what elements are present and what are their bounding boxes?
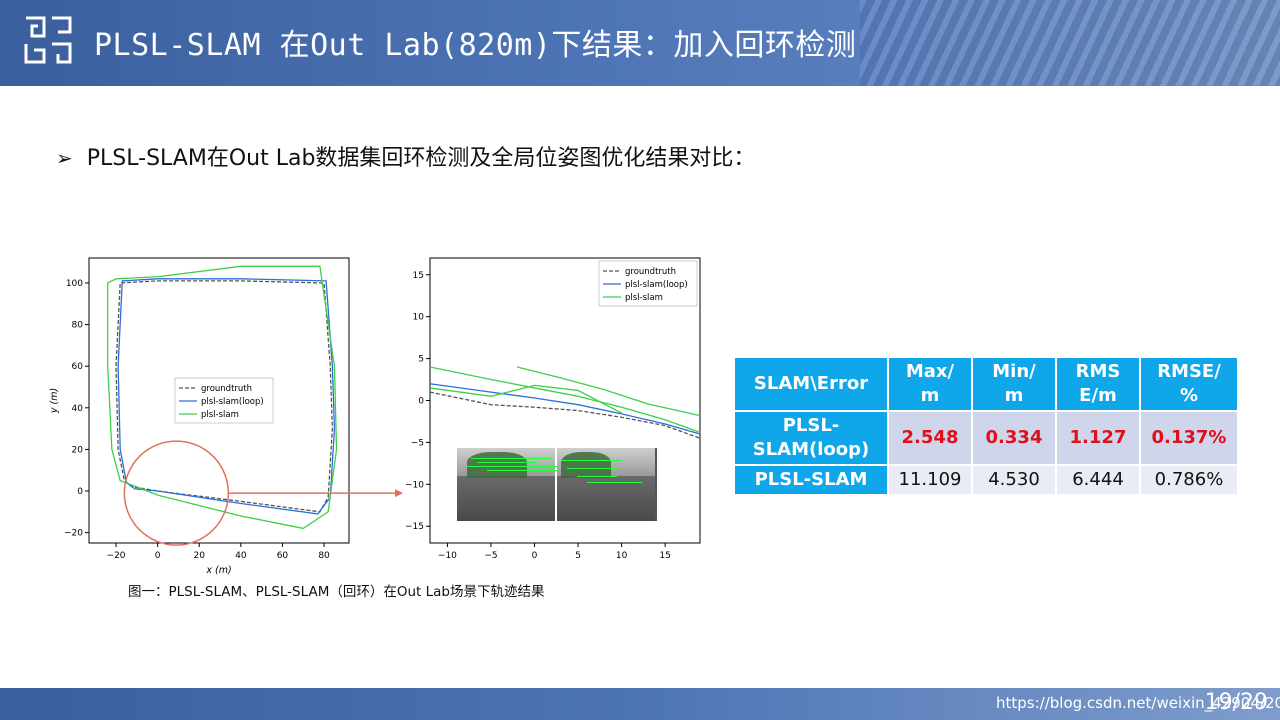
x-tick-label: 20 (194, 551, 206, 561)
watermark-url: https://blog.csdn.net/weixin_42904/20 (996, 694, 1280, 712)
x-tick-label: 60 (277, 551, 289, 561)
x-tick-label: 15 (659, 551, 670, 561)
y-tick-label: 0 (77, 487, 83, 497)
series-line-plsl-slam (516, 366, 701, 417)
y-tick-label: 0 (418, 397, 424, 407)
table-cell: 0.334 (971, 410, 1057, 466)
table-row: PLSL-SLAM 11.109 4.530 6.444 0.786% (733, 464, 1239, 496)
x-tick-label: 40 (235, 551, 247, 561)
table-cell: 0.786% (1139, 464, 1239, 496)
table-cell: 6.444 (1055, 464, 1141, 496)
x-tick-label: 5 (575, 551, 581, 561)
left-camera-image (457, 448, 555, 521)
legend-label: plsl-slam (625, 293, 663, 303)
series-line-plsl-slam(loop) (429, 383, 701, 435)
y-tick-label: 60 (72, 362, 84, 372)
page-number: 19/29 (1204, 690, 1268, 715)
bullet-point: ➢ PLSL-SLAM在Out Lab数据集回环检测及全局位姿图优化结果对比： (56, 140, 755, 172)
table-header: RMS E/m (1055, 356, 1141, 412)
table-cell: 0.137% (1139, 410, 1239, 466)
x-tick-label: −10 (438, 551, 457, 561)
table-header: Min/ m (971, 356, 1057, 412)
table-header-row: SLAM\Error Max/ m Min/ m RMS E/m RMSE/ % (733, 356, 1239, 412)
y-tick-label: 5 (418, 355, 424, 365)
figure-caption: 图一：PLSL-SLAM、PLSL-SLAM（回环）在Out Lab场景下轨迹结… (128, 584, 545, 600)
y-tick-label: −10 (405, 480, 424, 490)
y-tick-label: 10 (413, 313, 425, 323)
table-row: PLSL- SLAM(loop) 2.548 0.334 1.127 0.137… (733, 410, 1239, 466)
y-tick-label: 15 (413, 271, 424, 281)
series-line-groundtruth (429, 391, 701, 439)
legend-label: groundtruth (201, 384, 252, 394)
series-line-plsl-slam (107, 265, 338, 530)
y-axis-label: y (m) (49, 388, 60, 414)
y-tick-label: 100 (66, 279, 83, 289)
y-tick-label: −5 (411, 438, 424, 448)
y-tick-label: 20 (72, 445, 84, 455)
bullet-arrow-icon: ➢ (56, 146, 73, 170)
table-row-label: PLSL-SLAM (733, 464, 889, 496)
x-tick-label: 0 (532, 551, 538, 561)
labyrinth-logo-icon (24, 16, 72, 64)
x-tick-label: 80 (318, 551, 330, 561)
stereo-image-pair (457, 448, 657, 521)
legend-label: plsl-slam(loop) (625, 280, 688, 290)
legend-label: plsl-slam(loop) (201, 397, 264, 407)
legend-label: plsl-slam (201, 410, 239, 420)
highlight-arrow-head (395, 489, 403, 498)
footer-bar (0, 688, 1280, 720)
series-line-plsl-slam (429, 384, 622, 414)
y-tick-label: −20 (64, 529, 83, 539)
table-cell: 11.109 (887, 464, 973, 496)
trajectory-chart-full: −20 0 20 40 60 80 −20 0 20 40 60 80 100 x (m) y (m) gro… (49, 257, 403, 576)
header-background-image (860, 0, 1280, 86)
series-line-plsl-slam(loop) (117, 278, 336, 515)
legend-label: groundtruth (625, 267, 676, 277)
x-tick-label: −5 (484, 551, 497, 561)
table-header: RMSE/ % (1139, 356, 1239, 412)
y-tick-label: 80 (72, 321, 84, 331)
trajectory-chart-zoom: −10 −5 0 5 10 15 −15 −10 −5 0 5 10 15 groundtruth plsl… (405, 257, 701, 561)
y-tick-label: 40 (72, 404, 84, 414)
table-row-label: PLSL- SLAM(loop) (733, 410, 889, 466)
table-cell: 1.127 (1055, 410, 1141, 466)
error-comparison-table: SLAM\Error Max/ m Min/ m RMS E/m RMSE/ %… (733, 356, 1239, 496)
x-tick-label: −20 (107, 551, 126, 561)
x-tick-label: 10 (616, 551, 628, 561)
x-tick-label: 0 (155, 551, 161, 561)
table-cell: 2.548 (887, 410, 973, 466)
series-line-plsl-slam (429, 366, 701, 433)
page-title: PLSL-SLAM 在Out Lab(820m)下结果：加入回环检测 (94, 28, 857, 63)
bullet-text: PLSL-SLAM在Out Lab数据集回环检测及全局位姿图优化结果对比： (86, 146, 756, 171)
y-tick-label: −15 (405, 522, 424, 532)
title-bar: PLSL-SLAM 在Out Lab(820m)下结果：加入回环检测 (0, 0, 1280, 86)
table-cell: 4.530 (971, 464, 1057, 496)
table-header: SLAM\Error (733, 356, 889, 412)
right-camera-image (557, 448, 655, 521)
table-header: Max/ m (887, 356, 973, 412)
x-axis-label: x (m) (205, 565, 231, 576)
